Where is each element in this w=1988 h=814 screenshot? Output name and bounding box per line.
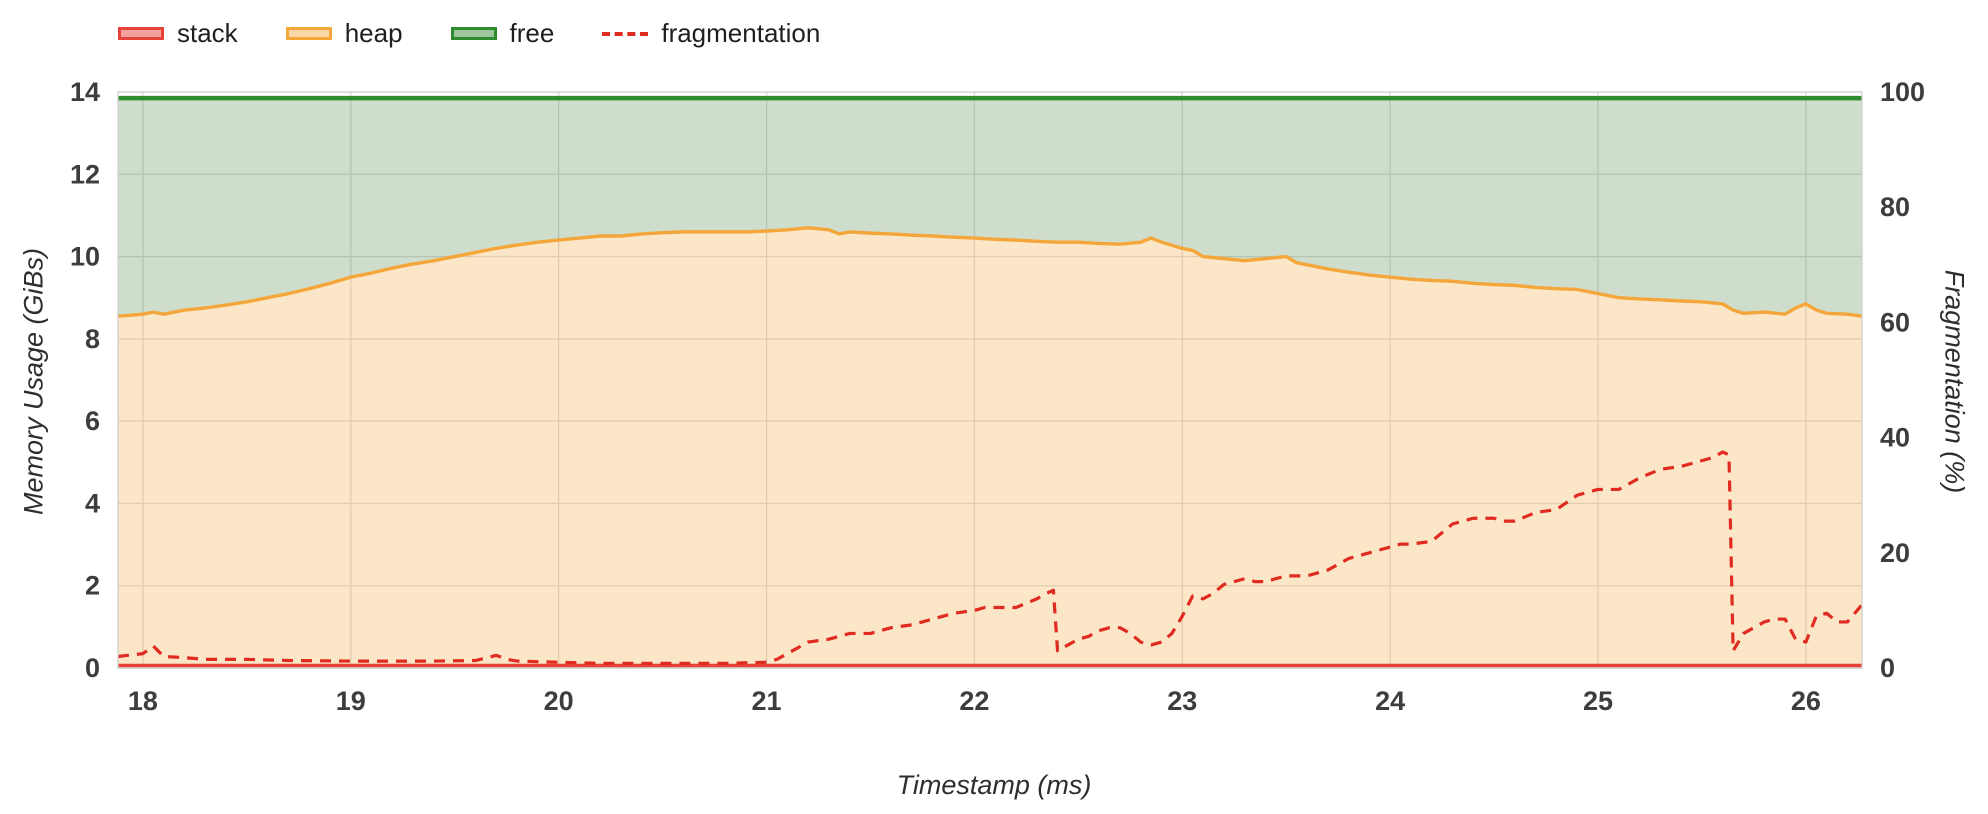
legend-label: stack <box>177 18 238 48</box>
legend-item-free[interactable]: free <box>450 18 555 49</box>
y-right-tick-label: 80 <box>1880 192 1910 222</box>
y-right-tick-label: 20 <box>1880 538 1910 568</box>
y-left-tick-label: 6 <box>85 406 100 436</box>
y-left-tick-label: 12 <box>70 159 100 189</box>
x-tick-label: 21 <box>752 686 782 716</box>
plot-border <box>117 91 1863 669</box>
x-tick-label: 25 <box>1583 686 1613 716</box>
y-left-tick-label: 0 <box>85 653 100 683</box>
x-tick-label: 20 <box>544 686 574 716</box>
x-tick-label: 23 <box>1167 686 1197 716</box>
stack-swatch-icon <box>118 27 164 40</box>
x-tick-label: 18 <box>128 686 158 716</box>
y-left-tick-label: 10 <box>70 242 100 272</box>
x-tick-label: 19 <box>336 686 366 716</box>
y-left-tick-label: 2 <box>85 571 100 601</box>
x-tick-label: 26 <box>1791 686 1821 716</box>
y-right-tick-label: 60 <box>1880 307 1910 337</box>
x-tick-label: 22 <box>959 686 989 716</box>
legend-label: free <box>509 18 555 48</box>
y-right-tick-label: 100 <box>1880 77 1925 107</box>
heap-swatch-icon <box>285 27 332 40</box>
y-right-tick-label: 40 <box>1880 423 1910 453</box>
legend-label: fragmentation <box>661 18 821 48</box>
x-tick-label: 24 <box>1375 686 1405 716</box>
fragmentation-line <box>117 450 1864 665</box>
legend: stack heap free fragmentation <box>118 18 820 49</box>
y-left-tick-label: 4 <box>85 488 100 518</box>
y-left-tick-label: 14 <box>70 77 100 107</box>
legend-label: heap <box>344 18 403 48</box>
legend-item-stack[interactable]: stack <box>118 18 238 49</box>
y-left-tick-label: 8 <box>85 324 100 354</box>
legend-item-fragmentation[interactable]: fragmentation <box>602 18 820 49</box>
y-right-tick-label: 0 <box>1880 653 1895 683</box>
free-area <box>118 98 1862 317</box>
fragmentation-swatch-icon <box>602 31 649 36</box>
free-swatch-icon <box>450 27 497 40</box>
heap-area <box>118 227 1862 668</box>
heap-line <box>117 226 1863 318</box>
legend-item-heap[interactable]: heap <box>285 18 403 49</box>
